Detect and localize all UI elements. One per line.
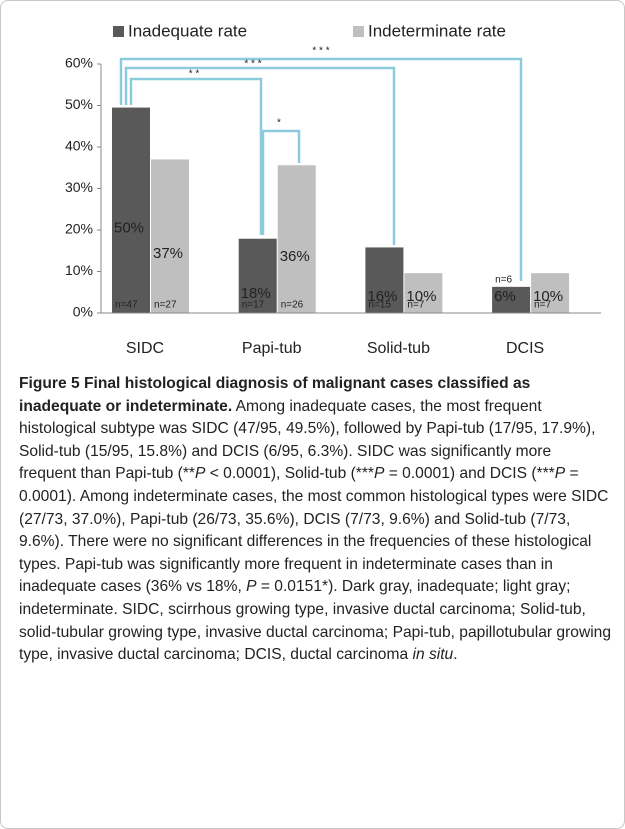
- caption-text: P: [554, 465, 566, 483]
- caption-text: = 0.0001) and DCIS (***: [384, 465, 555, 483]
- n-label: n=7: [407, 300, 424, 311]
- value-label: 16%: [367, 288, 397, 305]
- caption-body: Among inadequate cases, the most frequen…: [19, 398, 611, 664]
- significance: *: [277, 118, 281, 129]
- caption-text: P: [374, 465, 385, 483]
- caption-text: < 0.0001), Solid-tub (***: [205, 465, 374, 483]
- bar: [404, 273, 443, 313]
- chart: * * * * * * * * * 0% 10% 20% 30% 40% 50% 60% In…: [65, 21, 601, 357]
- caption-text: .: [453, 646, 458, 664]
- x-tick-label: DCIS: [506, 340, 544, 357]
- bracket: [129, 77, 263, 235]
- n-label: n=15: [368, 300, 391, 311]
- caption-text: P: [246, 578, 257, 596]
- y-tick-label: 60%: [65, 55, 93, 71]
- bracket: [119, 57, 523, 281]
- value-label: 6%: [494, 288, 516, 305]
- x-tick-label: Papi-tub: [242, 340, 302, 357]
- n-label: n=47: [115, 300, 138, 311]
- significance: * * *: [312, 46, 329, 57]
- y-tick-label: 40%: [65, 138, 93, 154]
- y-tick-label: 30%: [65, 179, 93, 195]
- bar: [277, 165, 316, 313]
- caption-text: Among inadequate cases, the most frequen…: [19, 397, 596, 483]
- bar: [112, 107, 150, 313]
- caption-text: in situ: [412, 646, 454, 664]
- x-tick-label: SIDC: [126, 340, 164, 357]
- significance: * *: [189, 69, 200, 80]
- value-label: 37%: [153, 245, 183, 262]
- caption-label: Figure 5: [19, 375, 80, 392]
- caption: Figure 5 Final histological diagnosis of…: [19, 373, 611, 667]
- bar: [492, 286, 531, 313]
- bracket: [124, 66, 396, 245]
- y-tick-label: 20%: [65, 221, 93, 237]
- significance: * * *: [244, 59, 261, 70]
- caption-title: Final histological diagnosis of malignan…: [19, 375, 531, 415]
- caption-text: P: [194, 465, 206, 483]
- n-label: n=26: [281, 300, 304, 311]
- legend-label: Indeterminate rate: [368, 21, 506, 40]
- bracket: [261, 129, 301, 235]
- value-label: 36%: [280, 248, 310, 265]
- bar: [365, 247, 404, 313]
- n-label: n=6: [495, 274, 512, 285]
- n-label: n=7: [534, 300, 551, 311]
- y-tick-label: 10%: [65, 262, 93, 278]
- caption-text: = 0.0001). Among indeterminate cases, th…: [19, 465, 609, 596]
- legend-label: Inadequate rate: [128, 21, 247, 40]
- n-label: n=17: [242, 300, 265, 311]
- value-label: 10%: [406, 288, 436, 305]
- value-label: 18%: [241, 285, 271, 302]
- legend-swatch: [113, 26, 124, 37]
- n-label: n=27: [154, 300, 177, 311]
- bar: [151, 159, 189, 313]
- x-tick-label: Solid-tub: [367, 340, 430, 357]
- y-tick-label: 0%: [73, 304, 93, 320]
- bar: [531, 273, 570, 313]
- caption-text: = 0.0151*). Dark gray, inadequate; light…: [19, 578, 612, 664]
- value-label: 50%: [114, 219, 144, 236]
- bar: [238, 238, 277, 313]
- y-tick-label: 50%: [65, 96, 93, 112]
- value-label: 10%: [533, 288, 563, 305]
- legend-swatch: [353, 26, 364, 37]
